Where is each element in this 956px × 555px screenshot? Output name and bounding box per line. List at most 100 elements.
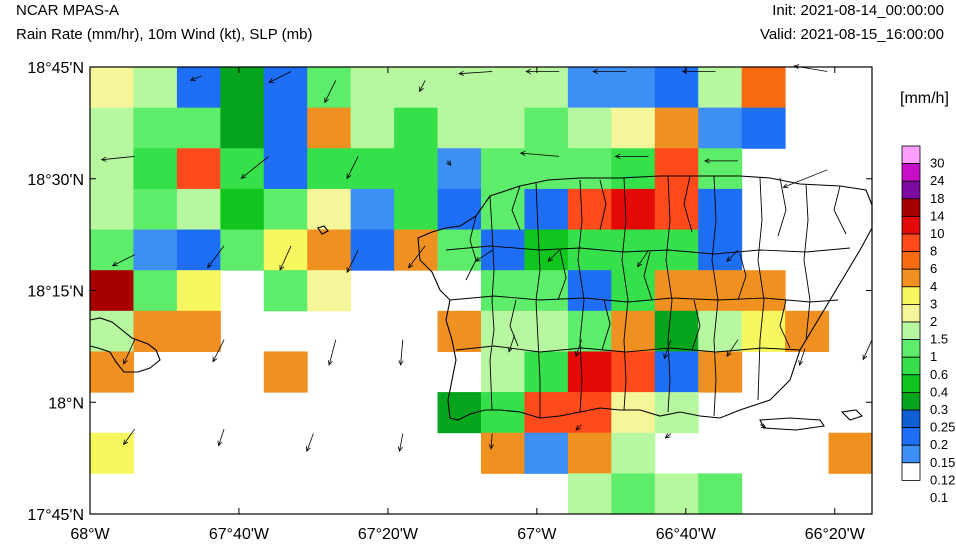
colorbar-label: 0.1 <box>930 490 948 505</box>
wind-vector-head <box>346 173 352 180</box>
lon-tick-label: 67°40'W <box>209 526 270 543</box>
rain-cell <box>698 67 743 109</box>
lon-tick-label: 67°W <box>517 526 557 543</box>
lat-tick-label: 17°45'N <box>27 507 84 524</box>
wind-vector-head <box>111 261 118 267</box>
rain-cell <box>133 310 178 352</box>
wind-vector <box>637 250 649 267</box>
wind-vector <box>328 339 337 366</box>
colorbar-label: 0.15 <box>930 455 955 470</box>
rain-cell <box>394 188 439 231</box>
wind-vector-head <box>100 156 107 162</box>
map-title: NCAR MPAS-A <box>16 2 120 19</box>
rain-cell <box>263 107 308 149</box>
rain-cell <box>437 188 482 231</box>
rain-cell <box>350 67 395 109</box>
rain-cell <box>481 229 525 271</box>
rain-cell <box>394 229 439 271</box>
rain-cell <box>133 107 178 149</box>
colorbar-swatch <box>901 233 921 253</box>
wind-vector <box>408 245 426 269</box>
wind-vector <box>575 339 582 357</box>
wind-vector-head <box>664 433 671 439</box>
colorbar-swatch <box>901 286 921 305</box>
rain-cell <box>654 188 699 231</box>
rain-cell <box>176 188 221 231</box>
wind-vector <box>508 335 515 352</box>
colorbar-swatch <box>901 409 921 429</box>
wind-vector <box>663 339 672 359</box>
rain-cell <box>481 107 525 149</box>
wind-vector <box>726 339 739 357</box>
colorbar-label: 6 <box>930 261 937 276</box>
colorbar-label: 1.5 <box>930 332 948 347</box>
rain-cell <box>828 432 873 474</box>
rain-cell <box>524 392 569 434</box>
wind-vector <box>799 348 806 366</box>
colorbar-swatch <box>901 462 921 481</box>
rain-cell <box>481 392 525 434</box>
wind-vector <box>760 424 766 429</box>
wind-vector-head <box>408 262 414 269</box>
rain-cell <box>611 229 656 271</box>
rain-cell <box>263 270 308 312</box>
rain-cell <box>698 148 743 190</box>
rain-cell <box>481 270 525 312</box>
lat-tick-label: 18°45'N <box>27 60 84 77</box>
colorbar-swatch <box>901 180 921 200</box>
rain-cell <box>220 188 265 231</box>
wind-vector <box>306 433 314 452</box>
wind-vector <box>520 152 560 157</box>
colorbar-label: 0.6 <box>930 367 948 382</box>
rain-cell <box>524 67 569 109</box>
rain-cell <box>220 67 265 109</box>
lon-tick-label: 68°W <box>70 526 110 543</box>
rain-cell <box>567 67 612 109</box>
rain-cell <box>741 67 786 109</box>
rain-cell <box>654 351 699 393</box>
rain-cell <box>263 148 308 190</box>
wind-vector <box>240 156 269 179</box>
wind-vector <box>862 339 873 360</box>
rain-cell <box>698 229 743 271</box>
wind-vector-head <box>637 261 643 268</box>
wind-vector-head <box>507 346 513 353</box>
wind-vector-head <box>123 358 128 365</box>
rain-cell <box>90 310 134 352</box>
rain-cell <box>567 310 612 352</box>
colorbar-swatch <box>901 198 921 217</box>
rain-cell <box>654 148 699 190</box>
wind-vector-head <box>614 153 621 159</box>
rain-rate-grid <box>90 67 873 515</box>
rain-cell <box>567 148 612 190</box>
rain-cell <box>307 270 352 312</box>
wind-vector-head <box>862 354 868 361</box>
rain-cell <box>567 270 612 312</box>
rain-cell <box>437 107 482 149</box>
rain-cell <box>133 148 178 190</box>
wind-vector-head <box>346 267 352 274</box>
lat-tick-label: 18°N <box>48 395 84 412</box>
wind-vector-head <box>207 262 213 269</box>
rain-cell <box>437 229 482 271</box>
rain-cell <box>524 107 569 149</box>
wind-vector-head <box>726 351 732 357</box>
colorbar-label: 0.3 <box>930 402 948 417</box>
rain-cell <box>481 67 525 109</box>
rain-cell <box>133 270 178 312</box>
colorbar-swatch <box>901 339 921 358</box>
rain-cell <box>176 107 221 149</box>
vieques-island <box>759 417 825 431</box>
rain-cell <box>176 270 221 312</box>
rain-cell <box>350 229 395 271</box>
rain-cell <box>263 229 308 271</box>
rain-cell <box>611 432 656 474</box>
rain-cell <box>90 148 134 190</box>
wind-vector-head <box>212 356 218 363</box>
colorbar-swatch <box>901 145 921 165</box>
rain-cell <box>133 67 178 109</box>
rain-cell <box>611 270 656 312</box>
wind-vector <box>207 245 225 269</box>
rain-cell <box>481 148 525 190</box>
